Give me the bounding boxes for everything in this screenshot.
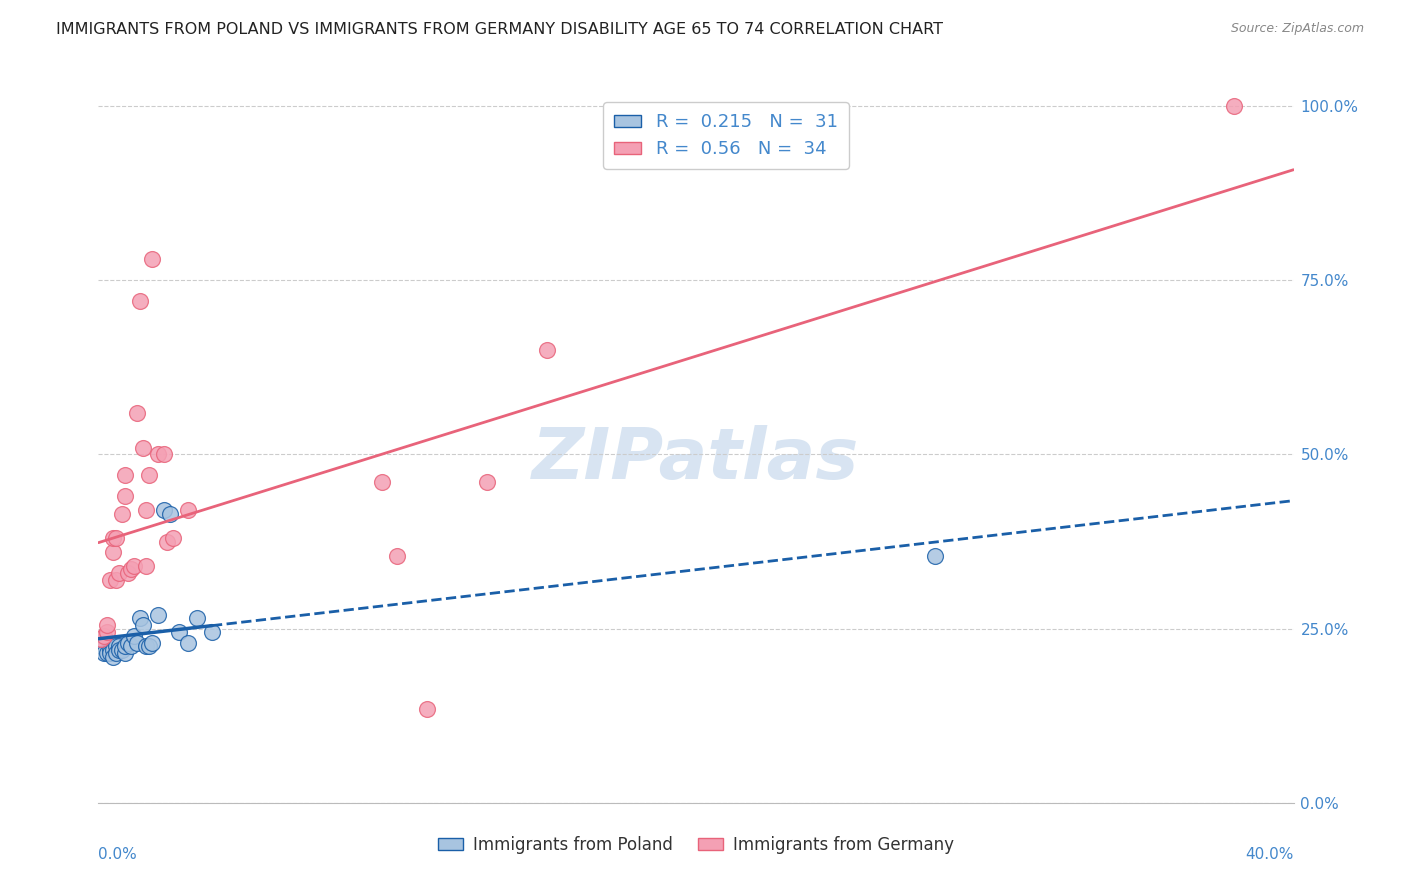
- Point: [148, 448, 170, 462]
- Text: IMMIGRANTS FROM POLAND VS IMMIGRANTS FROM GERMANY DISABILITY AGE 65 TO 74 CORREL: IMMIGRANTS FROM POLAND VS IMMIGRANTS FRO…: [56, 22, 943, 37]
- Point: [141, 635, 163, 649]
- Point: [96, 625, 118, 640]
- Point: [138, 468, 160, 483]
- Point: [141, 252, 163, 267]
- Point: [108, 566, 131, 580]
- Point: [105, 573, 128, 587]
- Point: [114, 639, 136, 653]
- Point: [103, 531, 125, 545]
- Point: [93, 629, 115, 643]
- Point: [924, 549, 946, 563]
- Point: [153, 448, 176, 462]
- Point: [111, 642, 134, 657]
- Point: [536, 343, 558, 357]
- Point: [416, 702, 439, 716]
- Point: [105, 531, 128, 545]
- Point: [148, 607, 170, 622]
- Point: [120, 639, 142, 653]
- Point: [127, 406, 149, 420]
- Point: [103, 545, 125, 559]
- Point: [156, 534, 179, 549]
- Point: [129, 294, 152, 309]
- Point: [475, 475, 498, 490]
- Point: [98, 642, 122, 657]
- Point: [177, 503, 200, 517]
- Point: [385, 549, 409, 563]
- Point: [105, 646, 128, 660]
- Point: [186, 611, 208, 625]
- Point: [371, 475, 394, 490]
- Point: [135, 639, 157, 653]
- Point: [111, 507, 134, 521]
- Point: [103, 649, 125, 664]
- Point: [90, 632, 112, 646]
- Point: [129, 611, 152, 625]
- Text: Source: ZipAtlas.com: Source: ZipAtlas.com: [1230, 22, 1364, 36]
- Point: [108, 642, 131, 657]
- Point: [1223, 99, 1246, 113]
- Text: ZIPatlas: ZIPatlas: [533, 425, 859, 493]
- Point: [93, 646, 115, 660]
- Point: [124, 629, 146, 643]
- Point: [96, 618, 118, 632]
- Point: [124, 558, 146, 573]
- Point: [127, 635, 149, 649]
- Legend: Immigrants from Poland, Immigrants from Germany: Immigrants from Poland, Immigrants from …: [432, 829, 960, 860]
- Point: [135, 503, 157, 517]
- Point: [98, 573, 122, 587]
- Text: 0.0%: 0.0%: [98, 847, 138, 862]
- Point: [114, 489, 136, 503]
- Point: [96, 646, 118, 660]
- Point: [162, 531, 184, 545]
- Point: [201, 625, 224, 640]
- Point: [105, 639, 128, 653]
- Point: [117, 566, 139, 580]
- Point: [120, 562, 142, 576]
- Point: [103, 642, 125, 657]
- Point: [132, 618, 155, 632]
- Point: [138, 639, 160, 653]
- Point: [90, 639, 112, 653]
- Point: [159, 507, 181, 521]
- Point: [167, 625, 190, 640]
- Point: [114, 468, 136, 483]
- Point: [108, 639, 131, 653]
- Point: [153, 503, 176, 517]
- Text: 40.0%: 40.0%: [1246, 847, 1294, 862]
- Point: [132, 441, 155, 455]
- Point: [114, 646, 136, 660]
- Point: [177, 635, 200, 649]
- Point: [117, 635, 139, 649]
- Point: [135, 558, 157, 573]
- Point: [98, 646, 122, 660]
